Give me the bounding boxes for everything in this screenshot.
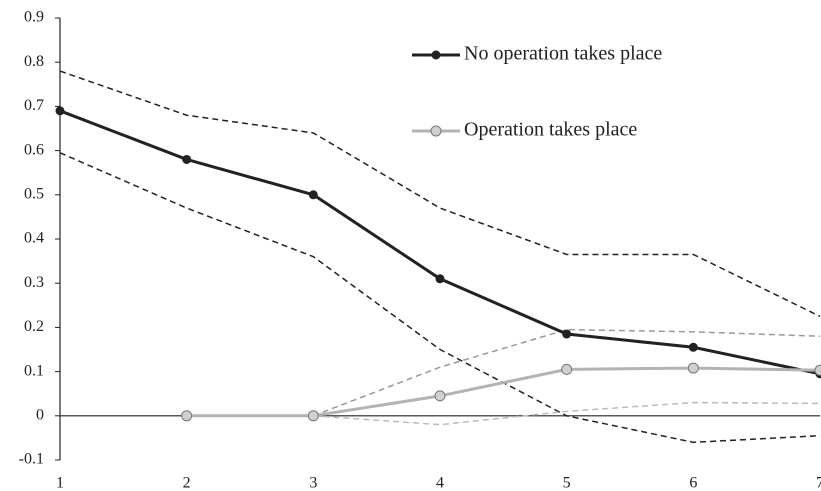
y-tick-label: 0.1 [24, 362, 44, 379]
marker [181, 410, 193, 422]
band-line [59, 152, 821, 444]
marker [814, 364, 821, 376]
legend-marker [431, 50, 441, 60]
y-tick-label: 0 [36, 406, 44, 423]
y-tick-label: 0.9 [24, 9, 44, 26]
y-tick-label: 0.4 [24, 230, 44, 247]
marker [687, 362, 699, 374]
series-line [59, 109, 821, 376]
marker [688, 342, 698, 352]
x-tick-label: 5 [563, 475, 571, 491]
x-tick-label: 7 [816, 475, 821, 491]
x-tick-label: 4 [436, 475, 444, 491]
marker [182, 154, 192, 164]
y-tick-label: 0.2 [24, 318, 44, 335]
band-line [59, 70, 821, 318]
marker [561, 363, 573, 375]
y-tick-label: 0.8 [24, 53, 44, 70]
marker [308, 190, 318, 200]
x-tick-label: 6 [689, 475, 697, 491]
series-line [186, 366, 821, 418]
legend-label: Operation takes place [464, 119, 637, 141]
y-tick-label: 0.7 [24, 97, 44, 114]
x-tick-label: 1 [56, 475, 64, 491]
y-tick-label: -0.1 [19, 451, 44, 468]
band-line [313, 328, 821, 417]
marker [55, 106, 65, 116]
marker [562, 329, 572, 339]
x-tick-label: 2 [183, 475, 191, 491]
legend-label: No operation takes place [464, 43, 662, 65]
legend-marker [430, 125, 442, 137]
band-line [313, 401, 821, 426]
marker [434, 390, 446, 402]
y-tick-label: 0.6 [24, 141, 44, 158]
x-tick-label: 3 [309, 475, 317, 491]
y-tick-label: 0.5 [24, 185, 44, 202]
marker [307, 410, 319, 422]
y-tick-label: 0.3 [24, 274, 44, 291]
marker [435, 274, 445, 284]
